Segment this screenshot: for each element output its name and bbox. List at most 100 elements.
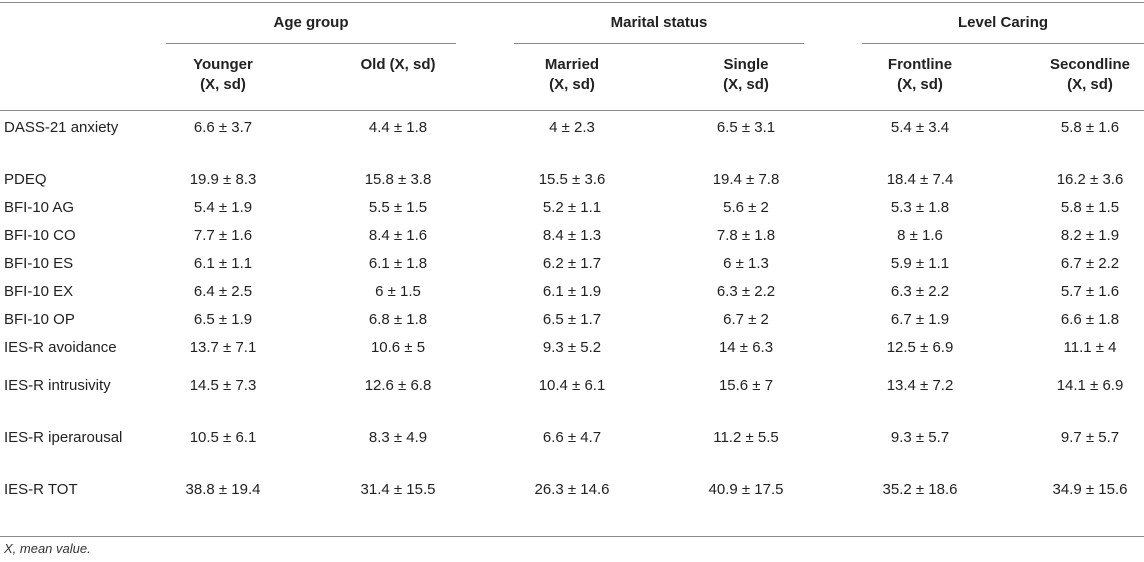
table-cell: 19.4 ± 7.8: [712, 171, 780, 188]
table-row: BFI-10 CO 7.7 ± 1.6 8.4 ± 1.6 8.4 ± 1.3 7.8 …: [0, 226, 1144, 254]
table-cell: 9.3 ± 5.7: [890, 429, 950, 446]
cell-spacer: [456, 198, 514, 226]
table-cell: 34.9 ± 15.6: [1052, 481, 1128, 498]
group-header-marital: Marital status: [610, 14, 708, 31]
table-cell: 10.4 ± 6.1: [538, 377, 606, 394]
cell-spacer: [978, 198, 1036, 226]
column-header-old: Old (X, sd): [360, 56, 436, 73]
table-cell: 6.7 ± 1.9: [890, 311, 950, 328]
table-cell: 5.2 ± 1.1: [542, 199, 602, 216]
table-cell: 10.5 ± 6.1: [189, 429, 257, 446]
cell-spacer: [630, 376, 688, 428]
table-cell: 5.4 ± 3.4: [890, 119, 950, 136]
cell-spacer: [630, 428, 688, 480]
table-cell: 6.5 ± 1.9: [193, 311, 253, 328]
table-cell: 13.4 ± 7.2: [886, 377, 954, 394]
table-row: IES-R TOT 38.8 ± 19.4 31.4 ± 15.5 26.3 ± 14…: [0, 480, 1144, 532]
table-cell: 9.3 ± 5.2: [542, 339, 602, 356]
table-cell: 5.3 ± 1.8: [890, 199, 950, 216]
cell-spacer: [456, 170, 514, 198]
row-label: BFI-10 ES: [4, 255, 74, 272]
cell-spacer: [804, 480, 862, 532]
column-header-secondline: Secondline (X, sd): [1049, 56, 1131, 93]
cell-spacer: [280, 376, 340, 428]
row-label: IES-R iperarousal: [4, 429, 123, 446]
column-header-younger: Younger (X, sd): [193, 56, 253, 93]
cell-spacer: [280, 170, 340, 198]
cell-spacer: [804, 198, 862, 226]
row-label: BFI-10 AG: [4, 199, 75, 216]
group-header-level-caring: Level Caring: [957, 14, 1049, 31]
table-cell: 6.7 ± 2.2: [1060, 255, 1120, 272]
table-cell: 12.6 ± 6.8: [364, 377, 432, 394]
cell-spacer: [456, 338, 514, 376]
cell-spacer: [978, 310, 1036, 338]
table-cell: 19.9 ± 8.3: [189, 171, 257, 188]
table-cell: 5.6 ± 2: [723, 199, 769, 216]
cell-spacer: [630, 282, 688, 310]
cell-spacer: [630, 338, 688, 376]
table-cell: 16.2 ± 3.6: [1056, 171, 1124, 188]
cell-spacer: [978, 428, 1036, 480]
table-cell: 6.4 ± 2.5: [193, 283, 253, 300]
column-header-single: Single (X, sd): [723, 56, 769, 93]
table-cell: 15.8 ± 3.8: [364, 171, 432, 188]
table-cell: 8.4 ± 1.6: [368, 227, 428, 244]
cell-spacer: [630, 310, 688, 338]
row-label: BFI-10 CO: [4, 227, 76, 244]
top-rule: [0, 2, 1144, 3]
table-cell: 4.4 ± 1.8: [368, 119, 428, 136]
cell-spacer: [804, 282, 862, 310]
cell-spacer: [456, 254, 514, 282]
table-cell: 5.8 ± 1.6: [1060, 119, 1120, 136]
row-label: PDEQ: [4, 171, 47, 188]
column-header-married: Married (X, sd): [544, 56, 600, 93]
table-cell: 6.1 ± 1.9: [542, 283, 602, 300]
table-cell: 6.1 ± 1.8: [368, 255, 428, 272]
cell-spacer: [978, 376, 1036, 428]
table-row: BFI-10 AG 5.4 ± 1.9 5.5 ± 1.5 5.2 ± 1.1 5.6 …: [0, 198, 1144, 226]
table-cell: 6 ± 1.5: [375, 283, 421, 300]
row-label: BFI-10 OP: [4, 311, 75, 328]
cell-spacer: [280, 198, 340, 226]
table-row: BFI-10 OP 6.5 ± 1.9 6.8 ± 1.8 6.5 ± 1.7 6.7 …: [0, 310, 1144, 338]
table-cell: 11.2 ± 5.5: [713, 429, 779, 446]
table-cell: 7.7 ± 1.6: [193, 227, 253, 244]
table-cell: 6.5 ± 3.1: [716, 119, 776, 136]
table-cell: 6.2 ± 1.7: [542, 255, 602, 272]
table-cell: 13.7 ± 7.1: [189, 339, 257, 356]
row-label: DASS-21 anxiety: [4, 119, 119, 136]
table-cell: 8.2 ± 1.9: [1060, 227, 1120, 244]
cell-spacer: [978, 338, 1036, 376]
cell-spacer: [804, 118, 862, 170]
cell-spacer: [280, 310, 340, 338]
cell-spacer: [280, 118, 340, 170]
cell-spacer: [456, 118, 514, 170]
table-cell: 31.4 ± 15.5: [360, 481, 436, 498]
table-cell: 18.4 ± 7.4: [886, 171, 954, 188]
table-cell: 26.3 ± 14.6: [534, 481, 610, 498]
cell-spacer: [804, 170, 862, 198]
cell-spacer: [804, 376, 862, 428]
cell-spacer: [456, 480, 514, 532]
table-cell: 40.9 ± 17.5: [708, 481, 784, 498]
cell-spacer: [804, 338, 862, 376]
row-label: IES-R TOT: [4, 481, 78, 498]
table-cell: 8.4 ± 1.3: [542, 227, 602, 244]
group-underline-level-caring: [862, 43, 1144, 44]
table-cell: 6.6 ± 1.8: [1060, 311, 1120, 328]
group-underline-marital: [514, 43, 804, 44]
table-row: IES-R intrusivity 14.5 ± 7.3 12.6 ± 6.8 10.…: [0, 376, 1144, 428]
row-label: IES-R intrusivity: [4, 377, 111, 394]
table-cell: 7.8 ± 1.8: [716, 227, 776, 244]
cell-spacer: [456, 282, 514, 310]
table-cell: 5.8 ± 1.5: [1060, 199, 1120, 216]
row-label: BFI-10 EX: [4, 283, 74, 300]
cell-spacer: [280, 226, 340, 254]
table-cell: 6.3 ± 2.2: [716, 283, 776, 300]
cell-spacer: [978, 118, 1036, 170]
table-row: BFI-10 EX 6.4 ± 2.5 6 ± 1.5 6.1 ± 1.9 6.3 ± …: [0, 282, 1144, 310]
cell-spacer: [280, 428, 340, 480]
cell-spacer: [630, 226, 688, 254]
